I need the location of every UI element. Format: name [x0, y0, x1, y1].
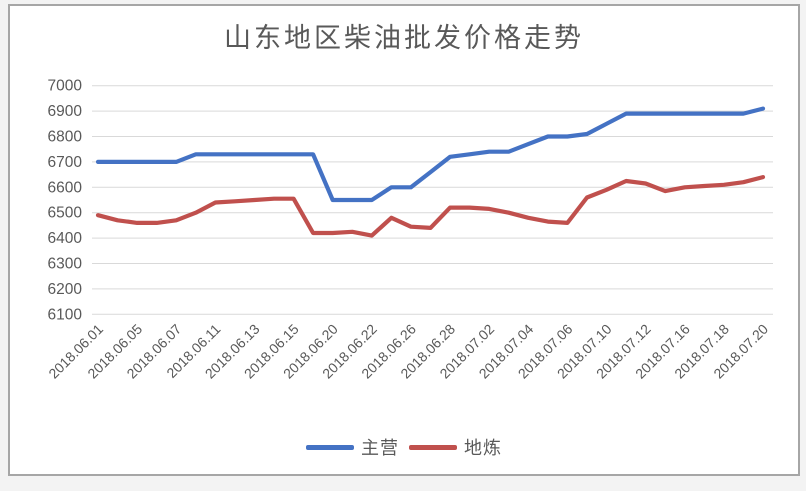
y-tick-label: 6200	[48, 281, 83, 298]
chart-area: 山东地区柴油批发价格走势 7000 6900 6800 6700 6600 6500 640…	[10, 6, 798, 474]
legend-label-main: 主营	[361, 438, 399, 459]
plot-svg: 7000 6900 6800 6700 6600 6500 6400 6300 6200 6100…	[45, 78, 773, 382]
y-tick-label: 6900	[48, 103, 83, 120]
series-line-0	[95, 106, 766, 203]
y-tick-label: 6500	[48, 205, 83, 222]
legend-item-local: 地炼	[409, 434, 502, 460]
legend-swatch-main	[306, 444, 354, 450]
legend-swatch-local	[409, 444, 457, 450]
legend-item-main: 主营	[306, 434, 399, 460]
y-tick-label: 6400	[48, 230, 83, 247]
y-tick-label: 6700	[48, 154, 83, 171]
legend: 主营 地炼	[10, 434, 798, 460]
chart-title: 山东地区柴油批发价格走势	[224, 23, 584, 54]
y-tick-label: 6300	[48, 256, 83, 273]
series-line-1	[95, 175, 766, 238]
chart-card: 山东地区柴油批发价格走势 7000 6900 6800 6700 6600 6500 640…	[8, 4, 800, 476]
y-tick-label: 7000	[48, 78, 83, 95]
y-tick-label: 6600	[48, 179, 83, 196]
legend-label-local: 地炼	[464, 438, 502, 459]
y-tick-label: 6800	[48, 129, 83, 146]
y-tick-label: 6100	[48, 306, 83, 323]
